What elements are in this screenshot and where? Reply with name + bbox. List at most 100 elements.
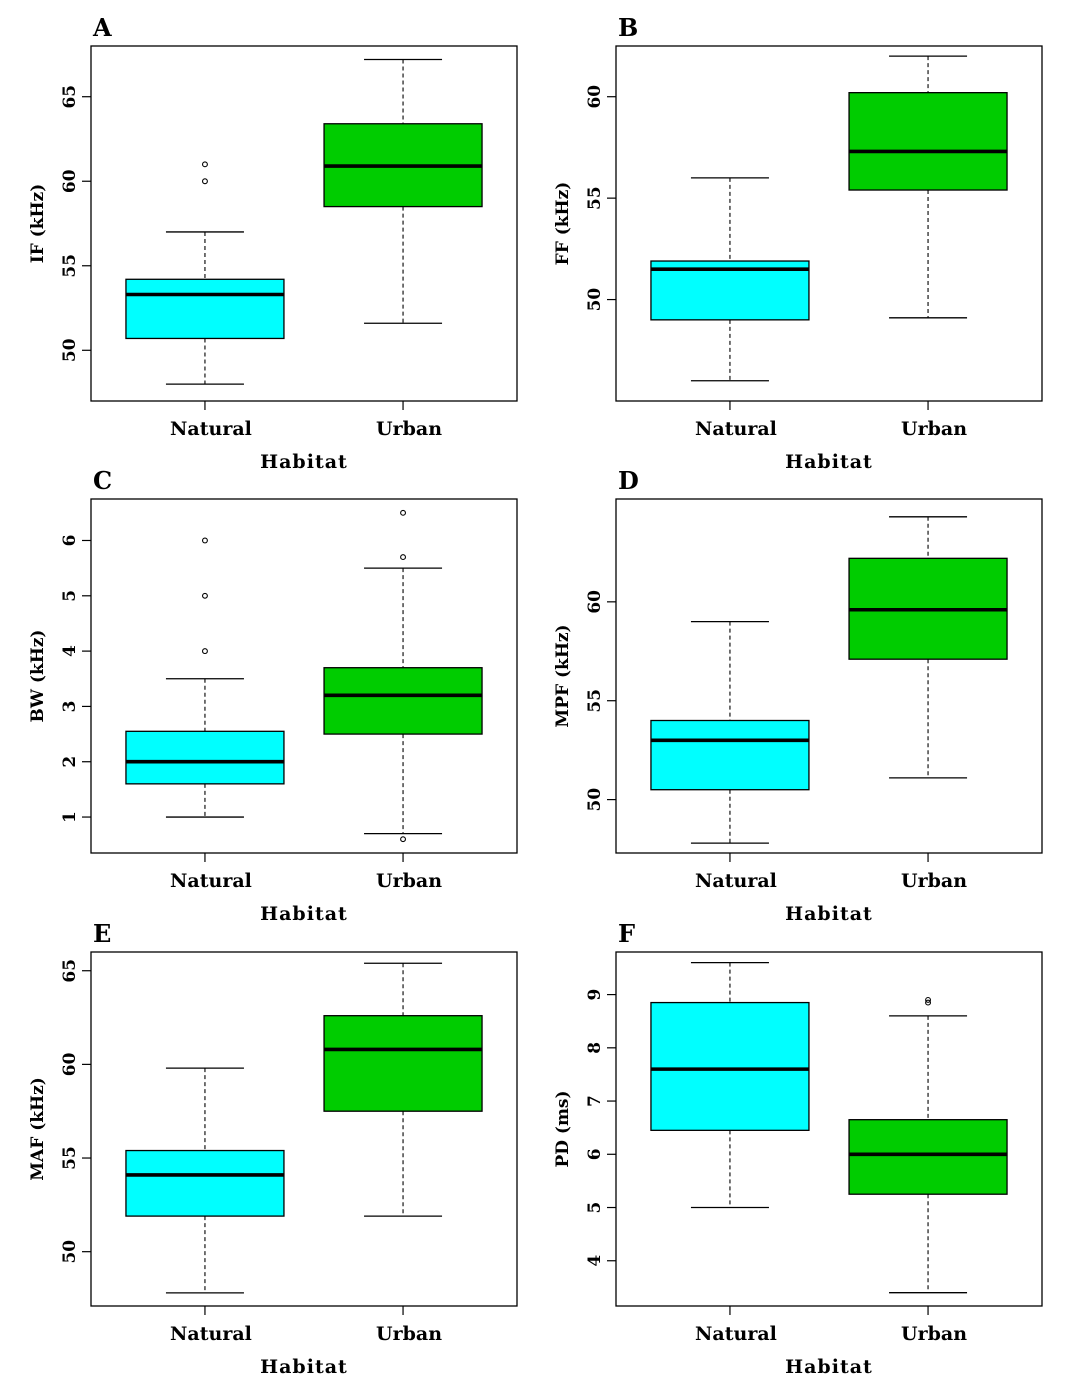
plot-frame	[615, 951, 1043, 1307]
y-tick-label: 3	[60, 701, 80, 713]
y-tick-label: 55	[585, 689, 605, 713]
panel-b: B 50 55 60 FF (kHz) Natural Urban Habitat	[553, 13, 1043, 473]
iqr-box	[848, 1119, 1008, 1195]
y-tick-label: 1	[60, 811, 80, 823]
iqr-box	[650, 1001, 810, 1131]
x-tick-label: Natural	[170, 870, 252, 892]
y-axis-label: MAF (kHz)	[28, 1077, 48, 1181]
plot-frame	[90, 951, 518, 1307]
x-tick-label: Natural	[695, 1323, 777, 1345]
x-tick-label: Urban	[901, 1323, 967, 1345]
y-tick-label: 5	[585, 1202, 605, 1214]
box-natural	[650, 620, 810, 844]
x-tick-label: Urban	[901, 418, 967, 440]
y-tick-label: 60	[585, 85, 605, 109]
x-tick-label: Urban	[376, 418, 442, 440]
panel-letter: A	[92, 13, 112, 42]
outlier-point	[202, 537, 208, 544]
y-tick-label: 2	[60, 756, 80, 768]
y-tick-label: 60	[60, 169, 80, 193]
y-tick-label: 7	[585, 1095, 605, 1107]
y-tick-label: 5	[60, 590, 80, 602]
panel-a: A 50 55 60 65 IF (kHz) Natural Urban Habitat	[28, 13, 518, 473]
y-axis-label: IF (kHz)	[28, 184, 48, 264]
y-axis-label: BW (kHz)	[28, 630, 48, 723]
x-tick-label: Urban	[376, 1323, 442, 1345]
y-tick-label: 55	[585, 186, 605, 210]
box-urban	[848, 55, 1008, 319]
x-axis-label: Habitat	[785, 451, 873, 473]
iqr-box	[650, 719, 810, 791]
box-urban	[323, 509, 483, 843]
box-urban	[848, 996, 1008, 1294]
iqr-box	[125, 1149, 285, 1217]
outlier-point	[400, 509, 406, 516]
x-axis-label: Habitat	[260, 1356, 348, 1378]
y-tick-label: 4	[585, 1255, 605, 1267]
plot-frame	[615, 45, 1043, 402]
y-tick-label: 50	[60, 1240, 80, 1264]
x-axis-label: Habitat	[785, 903, 873, 925]
y-tick-label: 60	[585, 590, 605, 614]
iqr-box	[323, 667, 483, 735]
y-tick-label: 9	[585, 989, 605, 1001]
y-tick-label: 50	[585, 788, 605, 812]
y-tick-label: 8	[585, 1042, 605, 1054]
box-natural	[125, 537, 285, 818]
outlier-point	[400, 554, 406, 561]
outlier-point	[202, 592, 208, 599]
panel-letter: F	[618, 919, 635, 948]
box-natural	[125, 161, 285, 385]
box-urban	[848, 516, 1008, 779]
plot-frame	[90, 498, 518, 854]
box-urban	[323, 58, 483, 324]
box-natural	[125, 1067, 285, 1294]
y-tick-label: 65	[60, 959, 80, 983]
y-tick-label: 50	[60, 338, 80, 362]
panel-letter: E	[93, 919, 111, 948]
box-urban	[323, 962, 483, 1217]
iqr-box	[125, 278, 285, 340]
x-axis-label: Habitat	[260, 903, 348, 925]
panel-c: C 1 2 3 4 5 6 BW (kHz) Natural Urban Habitat	[28, 466, 518, 925]
y-tick-label: 6	[60, 535, 80, 547]
iqr-box	[125, 730, 285, 785]
iqr-box	[323, 1015, 483, 1112]
y-axis-label: PD (ms)	[553, 1090, 573, 1167]
x-tick-label: Natural	[170, 1323, 252, 1345]
outlier-point	[925, 996, 931, 1003]
plot-frame	[90, 45, 518, 402]
box-natural	[650, 961, 810, 1209]
outlier-point	[202, 178, 208, 185]
y-tick-label: 55	[60, 254, 80, 278]
x-tick-label: Natural	[695, 870, 777, 892]
plot-frame	[615, 498, 1043, 854]
x-tick-label: Urban	[901, 870, 967, 892]
y-tick-label: 65	[60, 85, 80, 109]
x-tick-label: Natural	[170, 418, 252, 440]
y-tick-label: 50	[585, 288, 605, 312]
box-natural	[650, 177, 810, 382]
y-tick-label: 4	[60, 645, 80, 657]
outlier-point	[202, 648, 208, 655]
y-axis-label: FF (kHz)	[553, 182, 573, 266]
outlier-point	[202, 161, 208, 168]
outlier-point	[400, 836, 406, 843]
y-tick-label: 55	[60, 1146, 80, 1170]
panel-letter: D	[618, 466, 639, 495]
x-tick-label: Urban	[376, 870, 442, 892]
x-tick-label: Natural	[695, 418, 777, 440]
y-tick-label: 60	[60, 1052, 80, 1076]
iqr-box	[848, 92, 1008, 191]
outlier-point	[925, 999, 931, 1006]
x-axis-label: Habitat	[260, 451, 348, 473]
panel-letter: C	[93, 466, 112, 495]
y-tick-label: 6	[585, 1148, 605, 1160]
panel-d: D 50 55 60 MPF (kHz) Natural Urban Habitat	[553, 466, 1043, 925]
y-axis-label: MPF (kHz)	[553, 624, 573, 727]
panel-letter: B	[618, 13, 638, 42]
x-axis-label: Habitat	[785, 1356, 873, 1378]
panel-e: E 50 55 60 65 MAF (kHz) Natural Urban Habitat	[28, 919, 518, 1378]
panel-f: F 4 5 6 7 8 9 PD (ms) Natural Urban Habitat	[553, 919, 1043, 1378]
